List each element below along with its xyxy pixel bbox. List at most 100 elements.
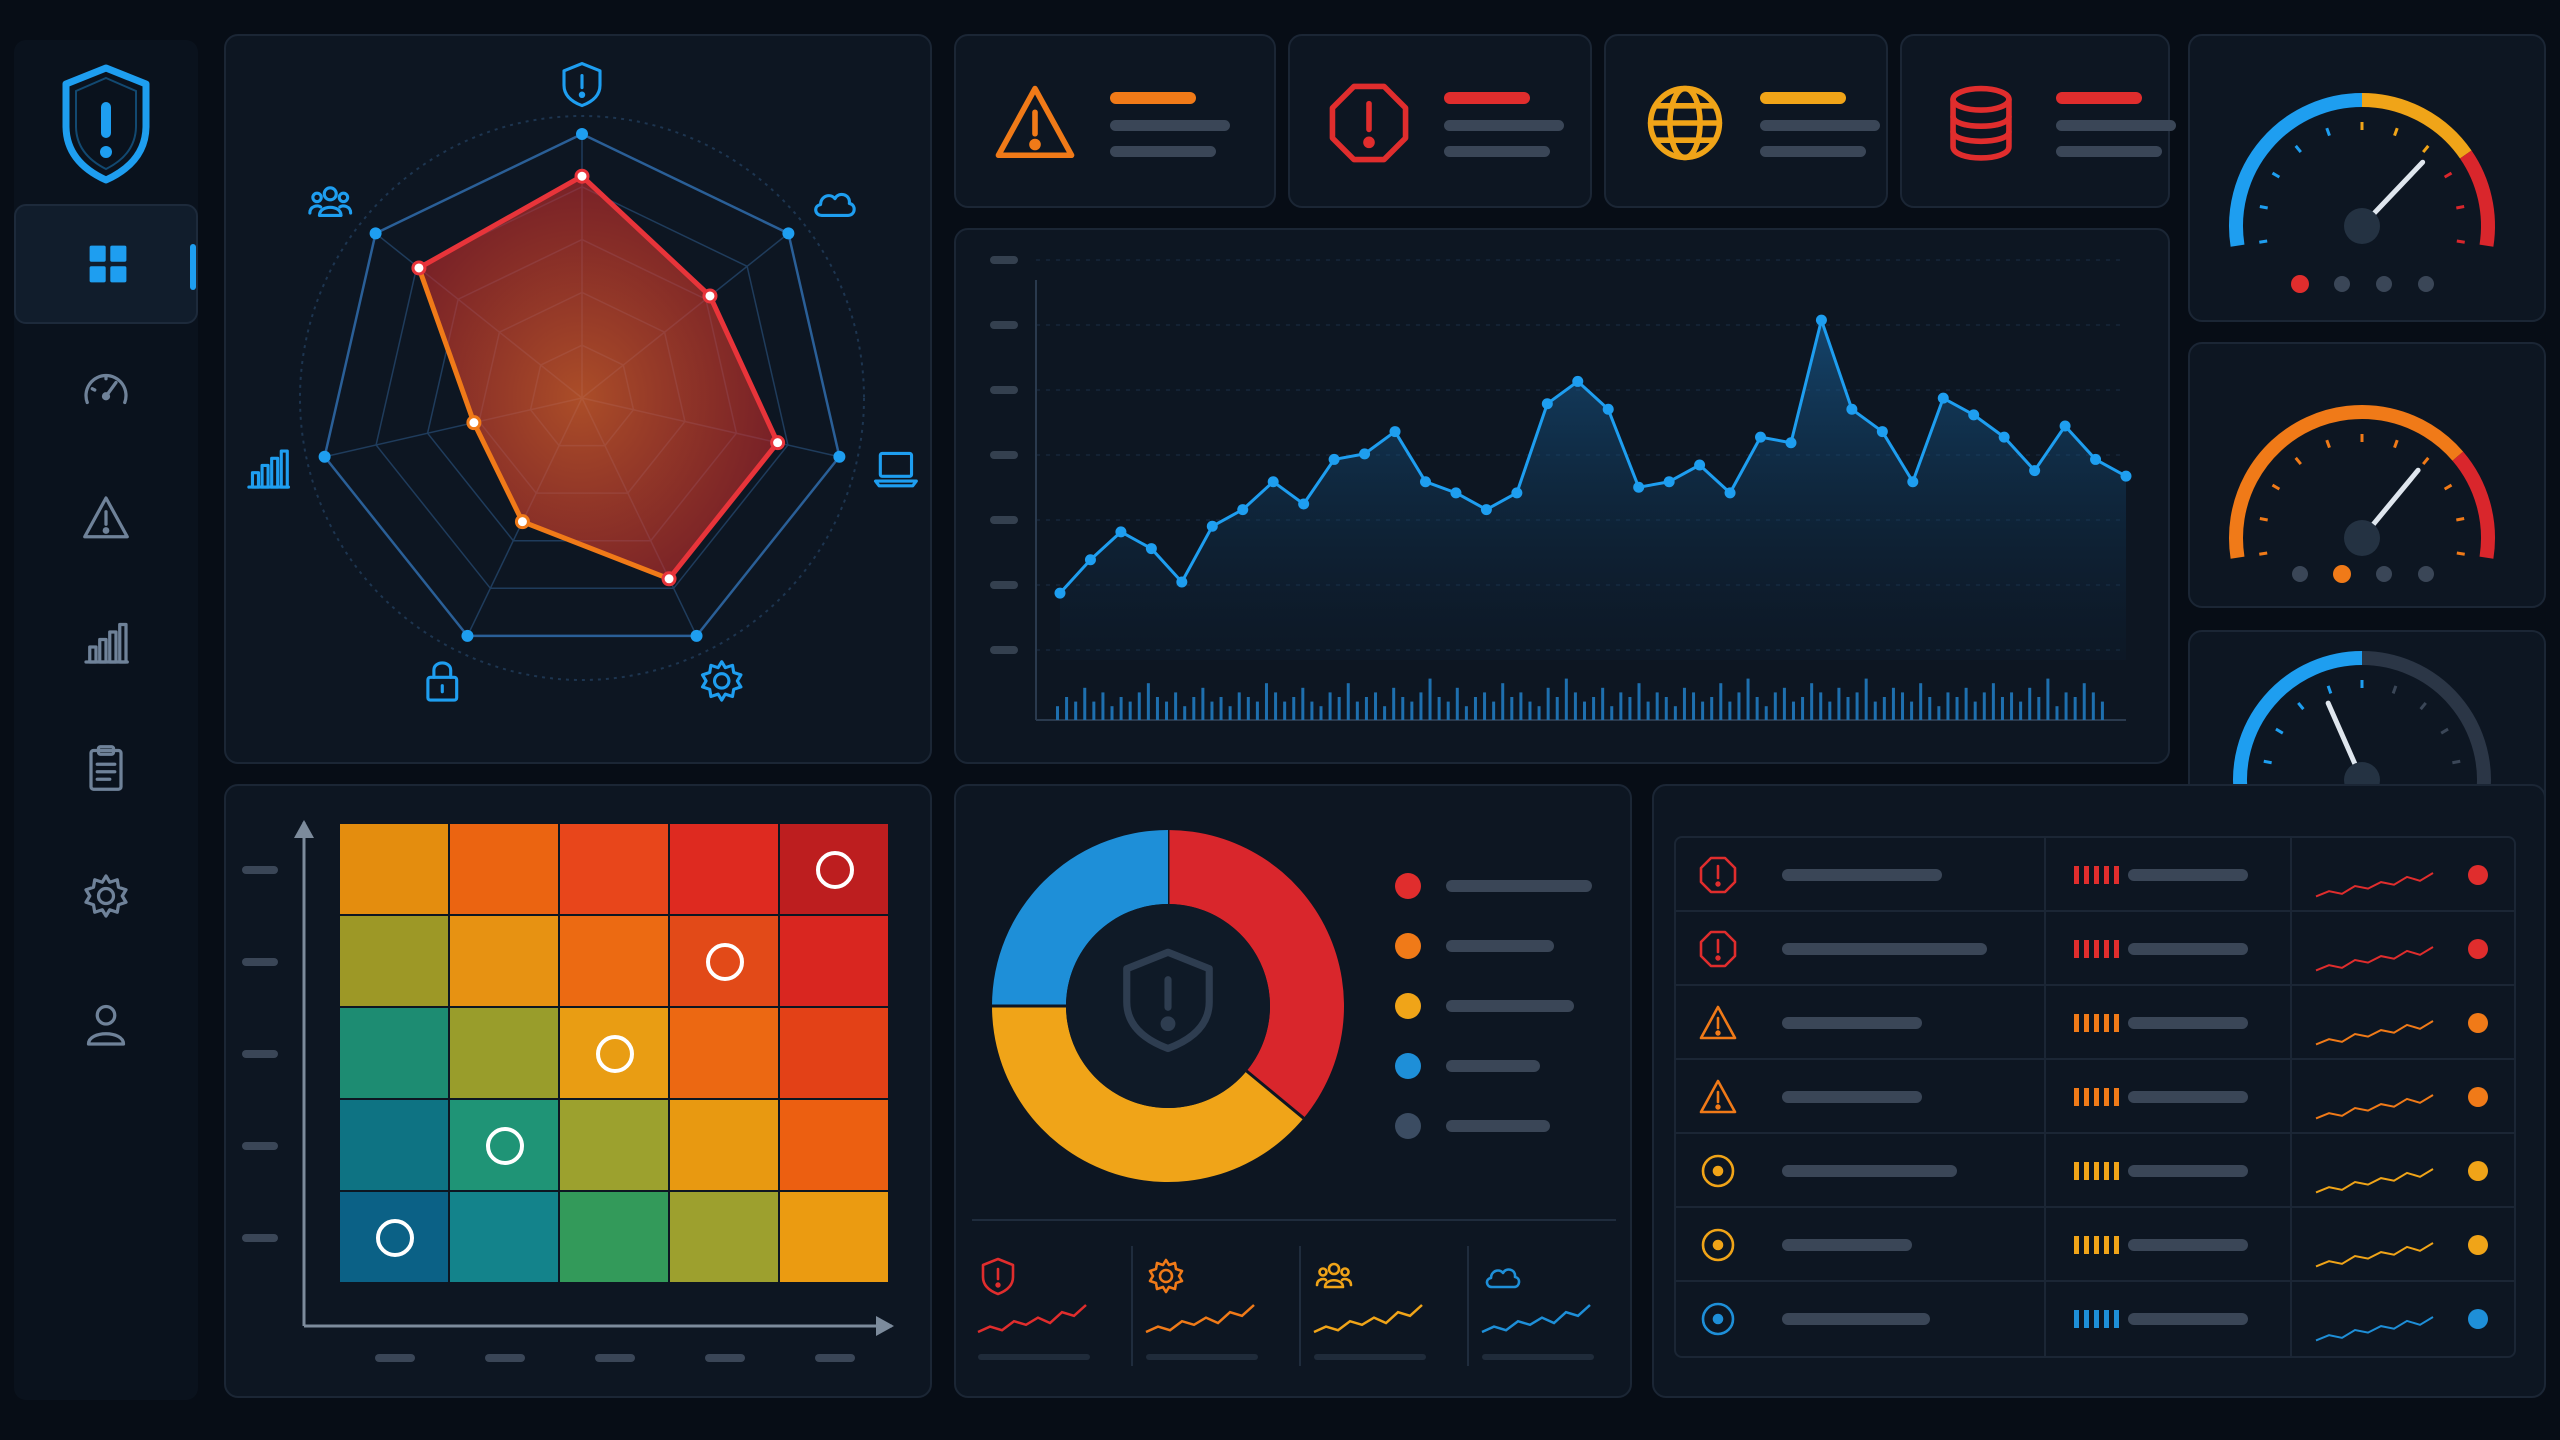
sidebar-item-bar-chart[interactable] bbox=[14, 582, 198, 702]
volume-bar bbox=[1810, 683, 1814, 720]
volume-bar bbox=[1628, 697, 1632, 720]
stat-card[interactable] bbox=[1288, 34, 1592, 208]
gauge-page-dot[interactable] bbox=[2418, 566, 2434, 582]
gauge-page-dot[interactable] bbox=[2418, 276, 2434, 292]
mini-trend-card[interactable] bbox=[1481, 1268, 1594, 1360]
heatmap-cell[interactable] bbox=[670, 916, 778, 1006]
heatmap-cell[interactable] bbox=[670, 824, 778, 914]
sidebar-item-icon-wrap bbox=[89, 245, 127, 283]
threat-trend-chart bbox=[990, 256, 2132, 721]
table-row[interactable] bbox=[1676, 1134, 2514, 1208]
volume-bar bbox=[1455, 687, 1459, 720]
heatmap-cell[interactable] bbox=[780, 1100, 888, 1190]
mini-trend-card[interactable] bbox=[977, 1257, 1090, 1360]
gauge-page-dot[interactable] bbox=[2376, 566, 2392, 582]
heatmap-cell[interactable] bbox=[340, 1192, 448, 1282]
heatmap-cell[interactable] bbox=[340, 1100, 448, 1190]
target-icon bbox=[1701, 1302, 1735, 1336]
sidebar-item-gear[interactable] bbox=[14, 836, 198, 956]
trend-point bbox=[1724, 487, 1736, 499]
trend-point bbox=[1755, 431, 1767, 443]
donut-segment[interactable] bbox=[1168, 830, 1344, 1119]
sidebar-item-dashboard-grid[interactable] bbox=[14, 204, 198, 324]
heatmap-cell[interactable] bbox=[560, 1008, 668, 1098]
heatmap-marker[interactable] bbox=[486, 1127, 524, 1165]
donut-segment[interactable] bbox=[992, 1006, 1304, 1182]
heatmap-cell[interactable] bbox=[340, 916, 448, 1006]
y-tick-label-placeholder bbox=[990, 516, 1018, 524]
gauge-page-dot[interactable] bbox=[2376, 276, 2392, 292]
table-row[interactable] bbox=[1676, 986, 2514, 1060]
stat-card-text-placeholder bbox=[1444, 120, 1564, 131]
gauge-page-dot[interactable] bbox=[2334, 276, 2350, 292]
gauge-page-dot[interactable] bbox=[2292, 566, 2308, 582]
shield-icon[interactable] bbox=[562, 62, 602, 108]
heatmap-cell[interactable] bbox=[560, 824, 668, 914]
heatmap-cell[interactable] bbox=[560, 1100, 668, 1190]
stat-card[interactable] bbox=[1900, 34, 2176, 208]
heatmap-cell[interactable] bbox=[780, 1008, 888, 1098]
heatmap-cell[interactable] bbox=[780, 916, 888, 1006]
donut-segment[interactable] bbox=[992, 830, 1168, 1006]
table-row[interactable] bbox=[1676, 1208, 2514, 1282]
volume-bar bbox=[1219, 697, 1223, 720]
table-row-content bbox=[1699, 1005, 2488, 1046]
heatmap-cell[interactable] bbox=[450, 1192, 558, 1282]
bar-chart-icon[interactable] bbox=[247, 449, 291, 489]
stat-card[interactable] bbox=[1604, 34, 1888, 208]
stat-card-text-placeholder bbox=[1444, 146, 1550, 157]
gauge-page-dot[interactable] bbox=[2291, 275, 2309, 293]
stat-card[interactable] bbox=[954, 34, 1276, 208]
heatmap-marker[interactable] bbox=[816, 851, 854, 889]
heatmap-cell[interactable] bbox=[450, 1100, 558, 1190]
heatmap-cell[interactable] bbox=[670, 1192, 778, 1282]
severity-meter-segment bbox=[2094, 1014, 2099, 1032]
cloud-icon[interactable] bbox=[814, 192, 856, 217]
radar-axis-node bbox=[318, 450, 331, 463]
heatmap-cell[interactable] bbox=[340, 824, 448, 914]
gauge-card[interactable] bbox=[2188, 342, 2546, 608]
heatmap-marker[interactable] bbox=[376, 1219, 414, 1257]
volume-bar bbox=[1110, 706, 1114, 720]
laptop-icon[interactable] bbox=[873, 451, 918, 488]
mini-trend-card[interactable] bbox=[1145, 1258, 1258, 1360]
table-row[interactable] bbox=[1676, 1060, 2514, 1134]
heatmap-cell[interactable] bbox=[450, 1008, 558, 1098]
volume-bar bbox=[1528, 701, 1532, 720]
sidebar-item-speedometer[interactable] bbox=[14, 330, 198, 450]
table-row[interactable] bbox=[1676, 838, 2514, 912]
gauge-tick bbox=[2271, 171, 2281, 179]
heatmap-cell[interactable] bbox=[450, 824, 558, 914]
heatmap-cell[interactable] bbox=[780, 824, 888, 914]
radar-edge bbox=[579, 173, 713, 299]
severity-meter-segment bbox=[2114, 1310, 2119, 1328]
sidebar-item-clipboard[interactable] bbox=[14, 708, 198, 828]
x-tick-label-placeholder bbox=[485, 1354, 525, 1362]
heatmap-cell[interactable] bbox=[780, 1192, 888, 1282]
sidebar-item-warning-triangle[interactable] bbox=[14, 458, 198, 578]
volume-bar bbox=[1483, 692, 1487, 720]
heatmap-cell[interactable] bbox=[560, 1192, 668, 1282]
table-row[interactable] bbox=[1676, 1282, 2514, 1356]
gear-icon[interactable] bbox=[700, 660, 743, 702]
heatmap-cell[interactable] bbox=[670, 1008, 778, 1098]
gauge-tick bbox=[2263, 759, 2272, 765]
heatmap-cell[interactable] bbox=[560, 916, 668, 1006]
heatmap-cell[interactable] bbox=[450, 916, 558, 1006]
severity-meter-segment bbox=[2094, 866, 2099, 884]
trend-point bbox=[1998, 431, 2010, 443]
gauge-card[interactable] bbox=[2188, 34, 2546, 322]
heatmap-marker[interactable] bbox=[706, 943, 744, 981]
heatmap-cell[interactable] bbox=[340, 1008, 448, 1098]
sidebar-item-user[interactable] bbox=[14, 964, 198, 1084]
heatmap-cell[interactable] bbox=[670, 1100, 778, 1190]
app-logo[interactable] bbox=[54, 60, 158, 190]
lock-icon[interactable] bbox=[426, 661, 459, 702]
heatmap-marker[interactable] bbox=[596, 1035, 634, 1073]
table-row[interactable] bbox=[1676, 912, 2514, 986]
mini-trend-card[interactable] bbox=[1313, 1262, 1426, 1360]
users-icon[interactable] bbox=[308, 186, 353, 217]
stat-card-text-placeholder bbox=[1110, 120, 1230, 131]
volume-bar bbox=[1964, 687, 1968, 720]
gauge-page-dot[interactable] bbox=[2333, 565, 2351, 583]
